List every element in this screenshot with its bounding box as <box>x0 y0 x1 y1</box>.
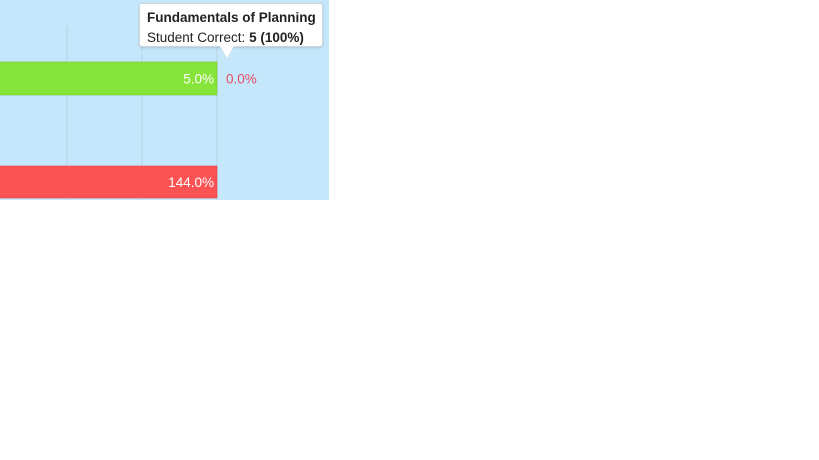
bar-0 <box>0 61 218 96</box>
bar-value-label-0: 5.0% <box>183 72 214 87</box>
chart-panel: 5.0% 0.0% 144.0% Fundamentals of Planning … <box>0 0 329 200</box>
bar-value-label-1: 144.0% <box>168 175 214 190</box>
tooltip-pointer <box>220 46 234 58</box>
tooltip-line: Student Correct: 5 (100%) <box>147 28 315 48</box>
tooltip-value: 5 (100%) <box>249 30 304 45</box>
chart-tooltip: Fundamentals of Planning Student Correct… <box>139 3 323 47</box>
bar-chart: 5.0% 0.0% 144.0% <box>0 26 257 200</box>
bar-1 <box>0 165 218 199</box>
tooltip-title: Fundamentals of Planning <box>147 10 316 25</box>
tooltip-label: Student Correct: <box>147 30 246 45</box>
bar-side-label-0: 0.0% <box>226 72 257 87</box>
